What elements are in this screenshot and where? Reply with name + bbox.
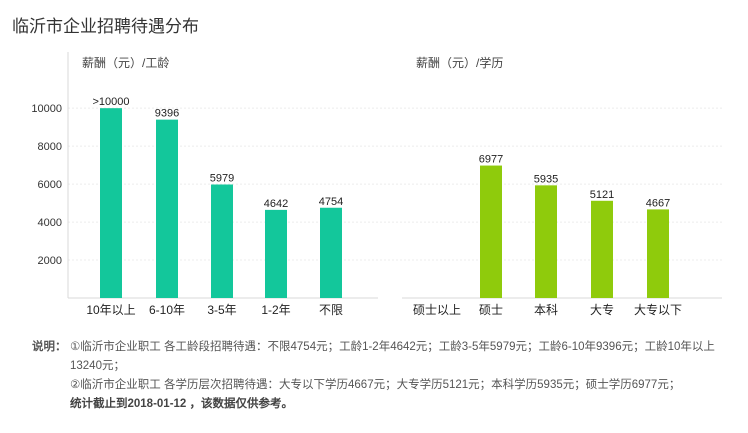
bar-value-label: 4667 [646,197,670,209]
x-tick-label: 1-2年 [261,303,290,317]
bar [647,209,669,298]
bar [535,185,557,298]
bar [265,209,287,298]
page-title: 临沂市企业招聘待遇分布 [12,17,199,36]
bar-value-label: 4642 [264,198,288,210]
x-tick-label: 3-5年 [207,303,236,317]
bar [211,184,233,298]
notes-lead: 说明： [32,341,67,353]
bar-value-label: >10000 [92,96,129,108]
bar-value-label: 5979 [210,173,234,185]
notes-line-1: ①临沂市企业职工 各工龄段招聘待遇：不限4754元；工龄1-2年4642元；工龄… [70,341,715,372]
x-tick-label: 大专 [590,302,614,317]
x-tick-label: 硕士 [479,303,503,317]
x-tick-label: 大专以下 [634,302,682,317]
bar-value-label: 5121 [590,189,614,201]
bar-value-label: 5935 [534,173,558,185]
x-tick-label: 6-10年 [149,303,185,317]
bar [156,119,178,298]
x-tick-label: 10年以上 [86,303,135,317]
bar [480,165,502,298]
x-tick-label: 硕士以上 [413,303,461,317]
bar-value-label: 4754 [319,196,343,208]
y-tick-label: 4000 [38,217,62,229]
salary-charts: 2000 4000 6000 8000 10000 薪酬（元）/工龄 薪酬（元）/学历 >10… [31,52,722,317]
y-tick-label: 2000 [38,255,62,267]
bar [320,207,342,298]
y-tick-label: 6000 [38,179,62,191]
notes: 说明： ①临沂市企业职工 各工龄段招聘待遇：不限4754元；工龄1-2年4642… [32,338,738,414]
bar [591,200,613,298]
x-tick-label: 本科 [534,303,558,317]
bar-value-label: 6977 [479,154,503,166]
notes-line-3: 统计截止到2018-01-12 ，该数据仅供参考。 [70,398,294,410]
axis-title: 薪酬（元）/工龄 [82,56,169,70]
x-tick-label: 不限 [319,303,343,317]
bar [100,108,122,298]
notes-line-2: ②临沂市企业职工 各学历层次招聘待遇：大专以下学历4667元；大专学历5121元… [70,379,681,391]
bar-value-label: 9396 [155,108,179,120]
y-tick-label: 10000 [31,103,62,115]
y-tick-label: 8000 [38,141,62,153]
axis-title: 薪酬（元）/学历 [416,55,503,70]
